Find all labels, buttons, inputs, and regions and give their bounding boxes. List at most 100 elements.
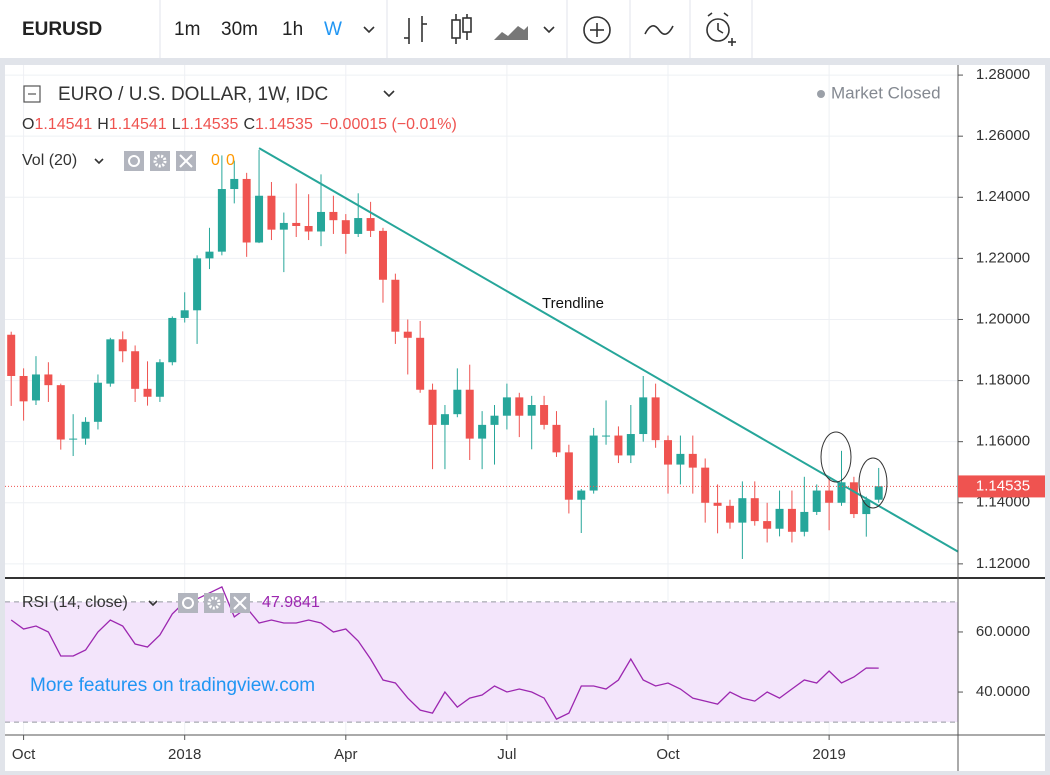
rsi-dropdown[interactable] bbox=[148, 600, 158, 607]
rsi-label: RSI (14, close) bbox=[22, 594, 128, 611]
y-tick-label: 1.22000 bbox=[976, 249, 1030, 266]
x-tick-label: Jul bbox=[497, 746, 516, 763]
volume-value: 0 bbox=[211, 152, 220, 169]
y-tick-label: 1.28000 bbox=[976, 66, 1030, 83]
interval-button[interactable]: 1h bbox=[282, 19, 303, 40]
candle-body bbox=[664, 440, 673, 465]
interval-button[interactable]: 30m bbox=[221, 19, 258, 40]
candle-body bbox=[812, 490, 821, 512]
trendline-label: Trendline bbox=[542, 295, 604, 312]
candle-body bbox=[341, 220, 350, 234]
candle-style-icon[interactable] bbox=[451, 14, 472, 44]
interval-button-active[interactable]: W bbox=[324, 19, 342, 40]
candle-body bbox=[874, 486, 883, 500]
candle-body bbox=[849, 482, 858, 515]
style-dropdown[interactable] bbox=[543, 26, 555, 34]
candle-body bbox=[688, 453, 697, 468]
candle-body bbox=[81, 421, 90, 439]
candle-body bbox=[825, 490, 834, 503]
symbol[interactable]: EURUSD bbox=[22, 19, 102, 40]
candle-body bbox=[701, 467, 710, 503]
settings-button[interactable] bbox=[204, 593, 224, 613]
candle-body bbox=[143, 388, 152, 397]
ohlc-value: 1.14535 bbox=[255, 116, 313, 133]
y-tick-label: 60.0000 bbox=[976, 623, 1030, 640]
interval-button[interactable]: 1m bbox=[174, 19, 200, 40]
y-tick-label: 40.0000 bbox=[976, 683, 1030, 700]
candle-body bbox=[378, 230, 387, 280]
y-tick-label: 1.18000 bbox=[976, 372, 1030, 389]
candle-body bbox=[292, 222, 301, 226]
candle-body bbox=[19, 375, 28, 402]
compare-icon[interactable] bbox=[644, 25, 674, 35]
candle-body bbox=[366, 218, 375, 231]
drawing-ellipse bbox=[858, 457, 888, 509]
drawing-ellipse bbox=[820, 431, 852, 483]
candle-body bbox=[391, 279, 400, 332]
settings-icon bbox=[207, 596, 221, 610]
candle-body bbox=[93, 382, 102, 422]
ohlc-value: 1.14541 bbox=[34, 116, 92, 133]
settings-button[interactable] bbox=[150, 151, 170, 171]
y-tick-label: 1.26000 bbox=[976, 127, 1030, 144]
candle-body bbox=[354, 218, 363, 234]
candle-body bbox=[193, 258, 202, 311]
interval-dropdown[interactable] bbox=[363, 26, 375, 34]
candle-body bbox=[862, 499, 871, 515]
hide-button[interactable] bbox=[178, 593, 198, 613]
candle-body bbox=[205, 251, 214, 259]
candle-body bbox=[626, 434, 635, 456]
settings-icon bbox=[153, 154, 167, 168]
rsi-band-fill bbox=[5, 601, 958, 723]
rsi-line bbox=[10, 586, 879, 720]
alert-icon[interactable] bbox=[706, 12, 736, 46]
x-tick-label: 2018 bbox=[168, 746, 201, 763]
status-dot bbox=[817, 90, 825, 98]
candle-body bbox=[304, 225, 313, 232]
rsi-band bbox=[5, 601, 958, 723]
candle-body bbox=[502, 397, 511, 416]
candle-body bbox=[131, 351, 140, 389]
add-indicator-icon[interactable] bbox=[583, 16, 611, 44]
candle-body bbox=[69, 438, 78, 440]
candle-body bbox=[267, 195, 276, 230]
remove-icon bbox=[233, 596, 247, 610]
candle-body bbox=[255, 195, 264, 243]
ohlc-legend: O1.14541 H1.14541 L1.14535 C1.14535 −0.00015… bbox=[22, 116, 457, 133]
title-dropdown[interactable] bbox=[383, 90, 395, 98]
y-tick-label: 1.14000 bbox=[976, 494, 1030, 511]
bar-style-icon[interactable] bbox=[404, 16, 427, 44]
candle-body bbox=[552, 424, 561, 453]
candle-body bbox=[279, 222, 288, 230]
candle-body bbox=[527, 405, 536, 416]
candle-body bbox=[180, 310, 189, 318]
candle-body bbox=[614, 435, 623, 456]
candle-body bbox=[763, 521, 772, 529]
volume-label: Vol (20) bbox=[22, 152, 77, 169]
candle-body bbox=[416, 337, 425, 390]
candle-body bbox=[639, 397, 648, 435]
collapse-button[interactable] bbox=[23, 85, 41, 103]
trendline bbox=[258, 147, 959, 553]
watermark-link[interactable]: More features on tradingview.com bbox=[30, 675, 315, 696]
candle-body bbox=[725, 505, 734, 523]
ohlc-value: 1.14535 bbox=[181, 116, 239, 133]
area-style-icon[interactable] bbox=[494, 26, 528, 40]
hide-button[interactable] bbox=[124, 151, 144, 171]
y-tick-label: 1.12000 bbox=[976, 555, 1030, 572]
volume-value: 0 bbox=[226, 152, 235, 169]
candle-body bbox=[44, 374, 53, 386]
market-status: Market Closed bbox=[831, 83, 941, 102]
volume-buttons bbox=[124, 151, 196, 171]
candle-body bbox=[230, 178, 239, 190]
chart-title: EURO / U.S. DOLLAR, 1W, IDC bbox=[58, 84, 328, 105]
candle-body bbox=[837, 482, 846, 503]
candle-body bbox=[602, 435, 611, 437]
candle-body bbox=[118, 339, 127, 352]
toolbar-separators bbox=[159, 0, 753, 58]
ohlc-value: 1.14541 bbox=[109, 116, 167, 133]
candle-body bbox=[317, 211, 326, 232]
y-tick-label: 1.20000 bbox=[976, 310, 1030, 327]
volume-dropdown[interactable] bbox=[94, 158, 104, 165]
x-tick-label: Oct bbox=[12, 746, 36, 763]
